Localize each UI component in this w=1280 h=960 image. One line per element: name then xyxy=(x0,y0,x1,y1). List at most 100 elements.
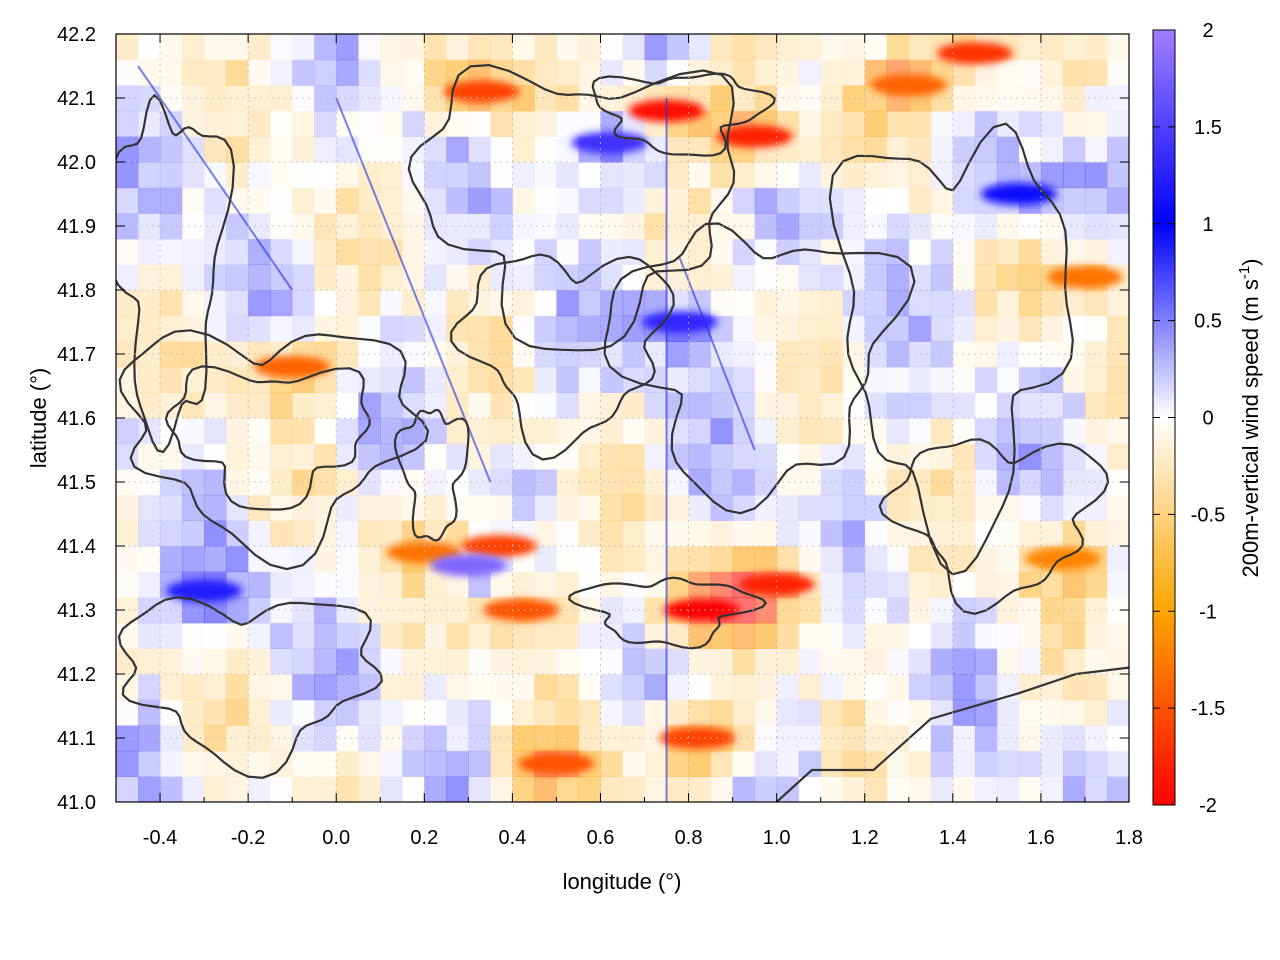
heat-cell xyxy=(182,187,205,214)
heat-cell xyxy=(930,750,954,777)
colorbar-tick-label: -0.5 xyxy=(1191,504,1225,526)
heat-cell xyxy=(380,392,403,419)
heat-cell xyxy=(842,750,866,777)
heat-cell xyxy=(1084,597,1108,624)
heat-cell xyxy=(314,264,337,291)
heat-cell xyxy=(622,674,646,701)
y-tick-label: 41.8 xyxy=(57,280,96,302)
heat-cell xyxy=(1106,469,1129,496)
x-tick-label: 0.0 xyxy=(322,827,350,849)
heat-cell xyxy=(864,290,888,317)
heat-cell xyxy=(182,59,205,86)
heat-cell xyxy=(754,392,778,419)
heat-cell xyxy=(468,213,491,240)
heat-cell xyxy=(446,238,469,265)
heat-cell xyxy=(116,264,139,291)
heat-cell xyxy=(292,648,315,675)
x-tick-label: 0.2 xyxy=(410,827,438,849)
heat-cell xyxy=(116,418,139,445)
heat-cell xyxy=(160,648,183,675)
heat-cell xyxy=(776,366,800,393)
heat-cell xyxy=(864,648,888,675)
heat-cell xyxy=(182,85,205,112)
heat-cell xyxy=(490,315,513,342)
heat-cell xyxy=(710,392,734,419)
heat-cell xyxy=(248,187,271,214)
heat-cell xyxy=(886,750,910,777)
heat-cell xyxy=(1040,494,1064,521)
heat-cell xyxy=(622,443,646,470)
heat-cell xyxy=(1040,648,1064,675)
heat-cell xyxy=(776,162,800,189)
downdraft-feature xyxy=(663,599,740,621)
heat-cell xyxy=(248,750,271,777)
heat-cell xyxy=(732,392,756,419)
heat-cell xyxy=(292,776,315,802)
heat-cell xyxy=(534,674,558,701)
heat-cell xyxy=(600,546,624,573)
heat-cell xyxy=(842,187,866,214)
heat-cell xyxy=(512,264,536,291)
heat-cell xyxy=(930,315,954,342)
heat-cell xyxy=(468,725,491,752)
heat-cell xyxy=(776,725,800,752)
heat-cell xyxy=(292,571,315,598)
heat-cell xyxy=(468,34,491,61)
heat-cell xyxy=(1062,674,1086,701)
contour-line xyxy=(568,576,767,650)
heat-cell xyxy=(710,366,734,393)
heat-cell xyxy=(1062,469,1086,496)
heat-cell xyxy=(1106,136,1129,163)
heat-cell xyxy=(424,264,447,291)
heat-cell xyxy=(1106,571,1129,598)
heat-cell xyxy=(732,520,756,547)
heat-cell xyxy=(468,238,491,265)
heat-cell xyxy=(446,571,469,598)
heat-cell xyxy=(534,34,558,61)
heat-cell xyxy=(688,136,712,163)
heat-cell xyxy=(688,59,712,86)
heat-cell xyxy=(600,725,624,752)
heat-cell xyxy=(644,34,668,61)
heat-cell xyxy=(710,750,734,777)
heat-cell xyxy=(908,315,932,342)
heat-cell xyxy=(732,648,756,675)
heat-cell xyxy=(732,546,756,573)
heat-cell xyxy=(248,162,271,189)
heat-cell xyxy=(1018,520,1042,547)
heat-cell xyxy=(402,290,425,317)
heat-cell xyxy=(160,162,183,189)
heat-cell xyxy=(556,238,580,265)
heat-cell xyxy=(116,162,139,189)
heat-cell xyxy=(1084,366,1108,393)
heat-cell xyxy=(380,290,403,317)
heat-cell xyxy=(424,34,447,61)
heat-cell xyxy=(512,648,536,675)
colorbar-tick-label: 0.5 xyxy=(1194,311,1222,333)
heat-cell xyxy=(336,341,359,368)
heat-cell xyxy=(864,546,888,573)
heat-cell xyxy=(424,315,447,342)
heat-cell xyxy=(820,213,844,240)
heat-cell xyxy=(336,264,359,291)
heat-cell xyxy=(292,546,315,573)
heat-cell xyxy=(578,264,602,291)
heat-cell xyxy=(446,648,469,675)
heat-cell xyxy=(644,392,668,419)
heat-cell xyxy=(138,136,161,163)
heat-cell xyxy=(644,162,668,189)
heat-cell xyxy=(138,341,161,368)
heat-cell xyxy=(248,136,271,163)
heat-cell xyxy=(688,622,712,649)
heat-cell xyxy=(424,59,447,86)
heat-cell xyxy=(644,750,668,777)
heat-cell xyxy=(710,341,734,368)
heat-cell xyxy=(952,520,976,547)
heat-cell xyxy=(512,418,536,445)
heat-cell xyxy=(842,418,866,445)
heat-cell xyxy=(1062,59,1086,86)
heat-cell xyxy=(226,776,249,802)
heat-cell xyxy=(776,187,800,214)
heat-cell xyxy=(1018,699,1042,726)
heat-cell xyxy=(534,187,558,214)
